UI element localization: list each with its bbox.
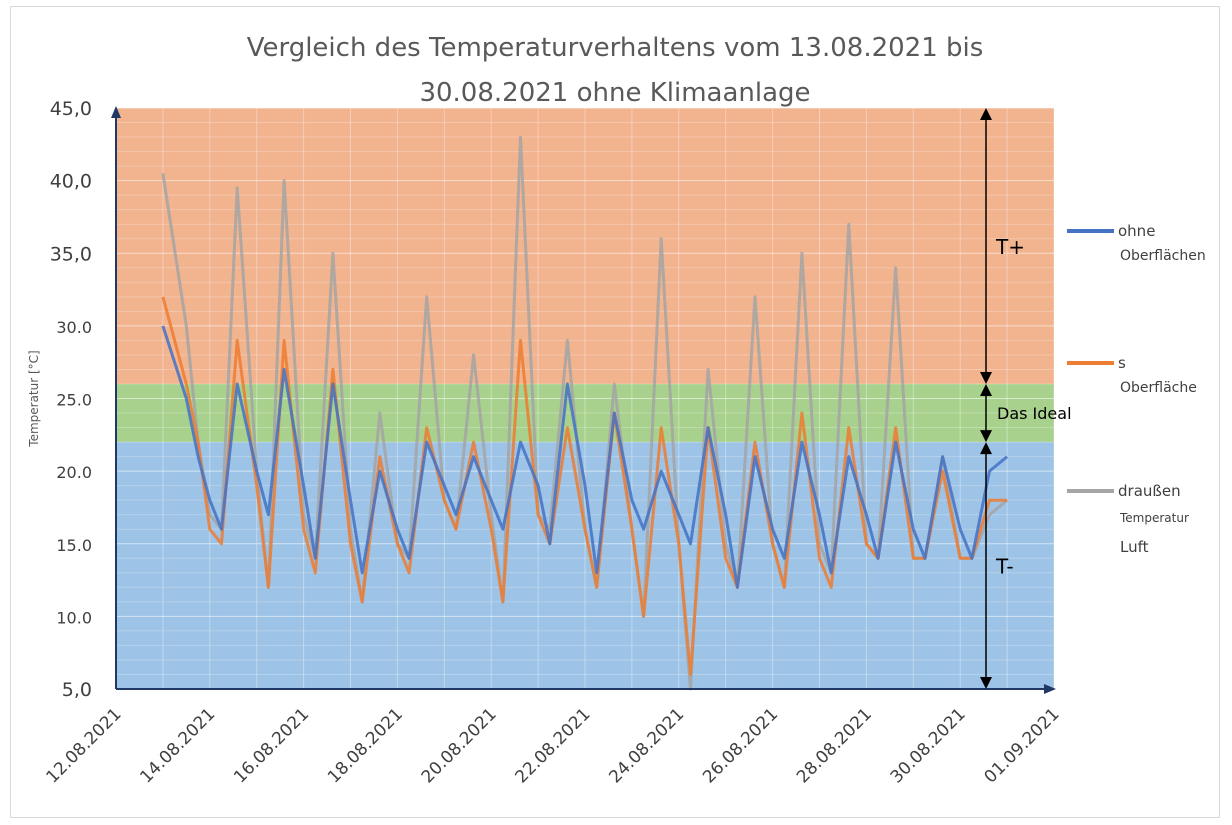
band-arrow-0-head-down xyxy=(980,371,992,384)
y-tick-label: 15.0 xyxy=(56,536,92,555)
y-tick-label: 30.0 xyxy=(56,318,92,337)
x-tick-label: 12.08.2021 xyxy=(43,704,126,787)
band-label-2: T- xyxy=(995,555,1014,579)
y-tick-label: 10.0 xyxy=(56,608,92,627)
band-0 xyxy=(116,108,1054,384)
legend-label-2-2: Luft xyxy=(1120,538,1149,556)
band-annotations: T+ Das Ideal T- xyxy=(980,108,1072,689)
y-axis-arrow xyxy=(111,106,121,118)
x-tick-label: 20.08.2021 xyxy=(418,704,501,787)
y-tick-label: 20.0 xyxy=(56,463,92,482)
x-tick-label: 26.08.2021 xyxy=(699,704,782,787)
band-label-0: T+ xyxy=(995,235,1025,259)
band-arrow-2-head-down xyxy=(980,677,992,689)
x-tick-label: 24.08.2021 xyxy=(605,704,688,787)
axes-layer xyxy=(111,106,1056,694)
legend-label-1-0: s xyxy=(1118,354,1126,372)
y-tick-label: 5,0 xyxy=(62,679,92,701)
band-arrow-1-head-down xyxy=(980,430,992,443)
legend-label-0-0: ohne xyxy=(1118,222,1155,240)
band-label-1: Das Ideal xyxy=(997,404,1072,423)
chart-title-line-2: 30.08.2021 ohne Klimaanlage xyxy=(419,78,811,108)
x-tick-label: 14.08.2021 xyxy=(136,704,219,787)
series-layer xyxy=(161,135,1009,691)
x-tick-label: 16.08.2021 xyxy=(230,704,313,787)
y-tick-label: 40,0 xyxy=(50,171,92,193)
x-tick-label: 28.08.2021 xyxy=(793,704,876,787)
x-tick-label: 01.09.2021 xyxy=(981,704,1064,787)
y-tick-label: 25.0 xyxy=(56,391,92,410)
series-line-0 xyxy=(161,325,1009,589)
x-tick-label: 22.08.2021 xyxy=(512,704,595,787)
legend-label-1-1: Oberfläche xyxy=(1120,380,1197,396)
legend-label-2-1: Temperatur xyxy=(1119,511,1189,525)
series-line-1 xyxy=(161,296,1008,676)
x-tick-label: 18.08.2021 xyxy=(324,704,407,787)
y-tick-label: 35,0 xyxy=(50,243,92,265)
chart-title-line-1: Vergleich des Temperaturverhaltens vom 1… xyxy=(246,33,984,63)
grid-layer xyxy=(115,107,1055,690)
legend-label-0-1: Oberflächen xyxy=(1120,248,1206,264)
band-arrow-1-head-up xyxy=(980,383,992,396)
x-tick-label: 30.08.2021 xyxy=(887,704,970,787)
band-arrow-0-head-up xyxy=(980,108,992,120)
x-axis-arrow xyxy=(1044,684,1056,694)
legend: ohne Oberflächen s Oberfläche draußen Tempera… xyxy=(1067,222,1206,556)
band-arrow-2-head-up xyxy=(980,442,992,455)
y-tick-label: 45,0 xyxy=(50,98,92,120)
legend-label-2-0: draußen xyxy=(1118,482,1181,500)
y-axis-title: Temperatur [°C] xyxy=(27,350,41,447)
